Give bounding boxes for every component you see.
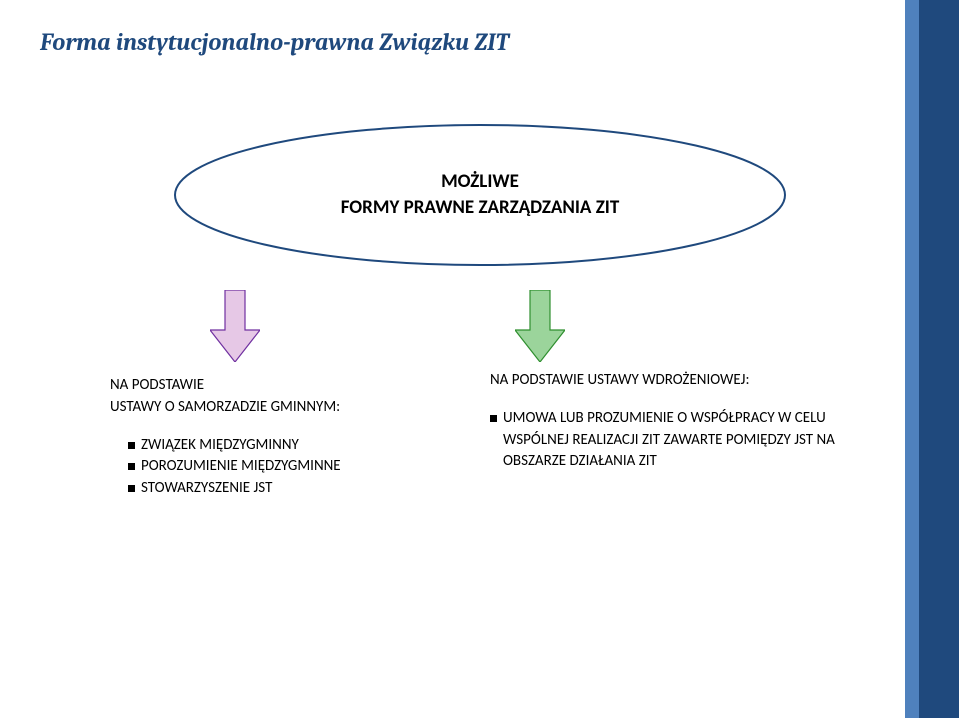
side-wide bbox=[919, 0, 959, 718]
left-heading: NA PODSTAWIE USTAWY O SAMORZADZIE GMINNY… bbox=[110, 375, 370, 419]
right-heading: NA PODSTAWIE USTAWY WDROŻENIOWEJ: bbox=[490, 370, 840, 392]
list-item: UMOWA LUB PROZUMIENIE O WSPÓŁPRACY W CEL… bbox=[490, 408, 840, 473]
left-items: ZWIĄZEK MIĘDZYGMINNYPOROZUMIENIE MIĘDZYG… bbox=[110, 435, 370, 500]
arrow-right bbox=[515, 290, 565, 362]
right-option-box: NA PODSTAWIE USTAWY WDROŻENIOWEJ: UMOWA … bbox=[490, 370, 840, 473]
left-heading-line1: NA PODSTAWIE bbox=[110, 375, 370, 397]
ellipse-label: MOŻLIWE FORMY PRAWNE ZARZĄDZANIA ZIT bbox=[170, 120, 790, 270]
list-item: STOWARZYSZENIE JST bbox=[128, 478, 370, 500]
list-item: ZWIĄZEK MIĘDZYGMINNY bbox=[128, 435, 370, 457]
bullet-icon bbox=[490, 415, 497, 422]
ellipse-line1: MOŻLIWE bbox=[441, 169, 519, 195]
bullet-icon bbox=[128, 442, 135, 449]
side-narrow bbox=[905, 0, 919, 718]
page-title: Forma instytucjonalno-prawna Związku ZIT bbox=[40, 28, 509, 56]
list-item-text: STOWARZYSZENIE JST bbox=[141, 478, 272, 500]
bullet-icon bbox=[128, 463, 135, 470]
ellipse-line2: FORMY PRAWNE ZARZĄDZANIA ZIT bbox=[341, 195, 620, 221]
left-heading-line2: USTAWY O SAMORZADZIE GMINNYM: bbox=[110, 397, 370, 419]
right-heading-line1: NA PODSTAWIE USTAWY WDROŻENIOWEJ: bbox=[490, 370, 840, 392]
arrow-left bbox=[210, 290, 260, 362]
list-item-text: POROZUMIENIE MIĘDZYGMINNE bbox=[141, 456, 341, 478]
right-items: UMOWA LUB PROZUMIENIE O WSPÓŁPRACY W CEL… bbox=[490, 408, 840, 473]
list-item-text: ZWIĄZEK MIĘDZYGMINNY bbox=[141, 435, 299, 457]
left-option-box: NA PODSTAWIE USTAWY O SAMORZADZIE GMINNY… bbox=[110, 375, 370, 500]
bullet-icon bbox=[128, 485, 135, 492]
side-accent-strip bbox=[905, 0, 959, 718]
list-item-text: UMOWA LUB PROZUMIENIE O WSPÓŁPRACY W CEL… bbox=[503, 408, 840, 473]
list-item: POROZUMIENIE MIĘDZYGMINNE bbox=[128, 456, 370, 478]
central-ellipse: MOŻLIWE FORMY PRAWNE ZARZĄDZANIA ZIT bbox=[170, 120, 790, 270]
